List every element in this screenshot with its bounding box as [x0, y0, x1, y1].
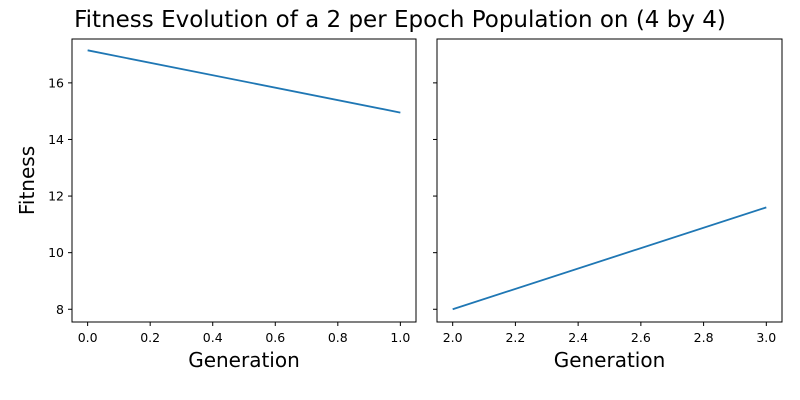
x-tick-label: 0.8 [328, 330, 348, 345]
x-tick-label: 3.0 [756, 330, 776, 345]
x-tick-label: 0.4 [203, 330, 223, 345]
subplots: 0.0 0.2 0.4 0.6 0.8 1.0 8 10 12 14 16 Generation Fit… [15, 38, 783, 372]
subplot-2: 2.0 2.2 2.4 2.6 2.8 3.0 Generation [433, 38, 783, 372]
x-tick-label: 0.6 [265, 330, 285, 345]
figure-title: Fitness Evolution of a 2 per Epoch Popul… [74, 7, 726, 33]
x-tick-label: 0.0 [78, 330, 98, 345]
x-axis-label: Generation [188, 348, 300, 372]
x-tick-label: 2.0 [443, 330, 463, 345]
series-line-1 [87, 49, 401, 114]
y-tick-label: 8 [56, 302, 64, 317]
x-tick-label: 2.4 [568, 330, 588, 345]
y-tick-label: 12 [48, 189, 64, 204]
subplot-1: 0.0 0.2 0.4 0.6 0.8 1.0 8 10 12 14 16 Generation Fit… [15, 38, 417, 372]
y-tick-label: 14 [48, 132, 64, 147]
x-tick-label: 0.2 [140, 330, 160, 345]
y-tick-label: 10 [48, 245, 64, 260]
y-axis-label: Fitness [15, 146, 39, 215]
x-tick-label: 2.6 [631, 330, 651, 345]
x-tick-label: 2.8 [694, 330, 714, 345]
x-tick-label: 1.0 [390, 330, 410, 345]
series-line-1 [452, 206, 767, 311]
plot-frame [436, 38, 783, 323]
plot-frame [71, 38, 417, 323]
y-tick-label: 16 [48, 75, 64, 90]
x-tick-label: 2.2 [505, 330, 525, 345]
x-axis-label: Generation [554, 348, 666, 372]
